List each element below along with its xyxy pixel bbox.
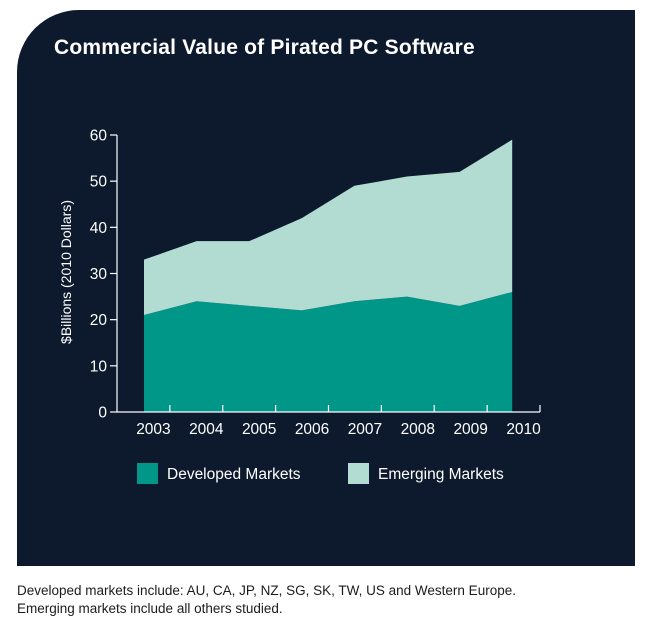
chart-title: Commercial Value of Pirated PC Software <box>54 36 475 59</box>
legend-label-emerging-markets: Emerging Markets <box>378 466 504 483</box>
x-tick-label-2005: 2005 <box>242 421 276 438</box>
x-tick-label-2010: 2010 <box>506 421 541 438</box>
x-tick-label-2007: 2007 <box>348 421 382 438</box>
y-tick-label-0: 0 <box>98 405 107 422</box>
x-tick-label-2006: 2006 <box>295 421 329 438</box>
y-tick-label-10: 10 <box>90 358 108 375</box>
y-tick-label-20: 20 <box>90 312 108 329</box>
area-developed-markets <box>144 291 513 412</box>
legend-label-developed-markets: Developed Markets <box>167 466 301 483</box>
area-emerging-markets <box>144 139 513 316</box>
x-tick-label-2009: 2009 <box>453 421 487 438</box>
x-tick-label-2003: 2003 <box>136 421 170 438</box>
y-tick-label-60: 60 <box>90 128 108 145</box>
legend-swatch-emerging-markets <box>348 463 369 484</box>
legend-swatch-developed-markets <box>137 463 158 484</box>
y-axis-title: $Billions (2010 Dollars) <box>58 200 74 344</box>
y-tick-label-30: 30 <box>90 266 108 283</box>
x-tick-label-2008: 2008 <box>401 421 435 438</box>
y-tick-label-40: 40 <box>90 220 108 237</box>
chart-svg: 0 10 20 30 40 50 60 2003 2004 2005 2006 2007 2008 200… <box>58 128 541 484</box>
footnote: Developed markets include: AU, CA, JP, N… <box>17 583 516 616</box>
x-tick-label-2004: 2004 <box>189 421 224 438</box>
y-tick-label-50: 50 <box>90 174 108 191</box>
